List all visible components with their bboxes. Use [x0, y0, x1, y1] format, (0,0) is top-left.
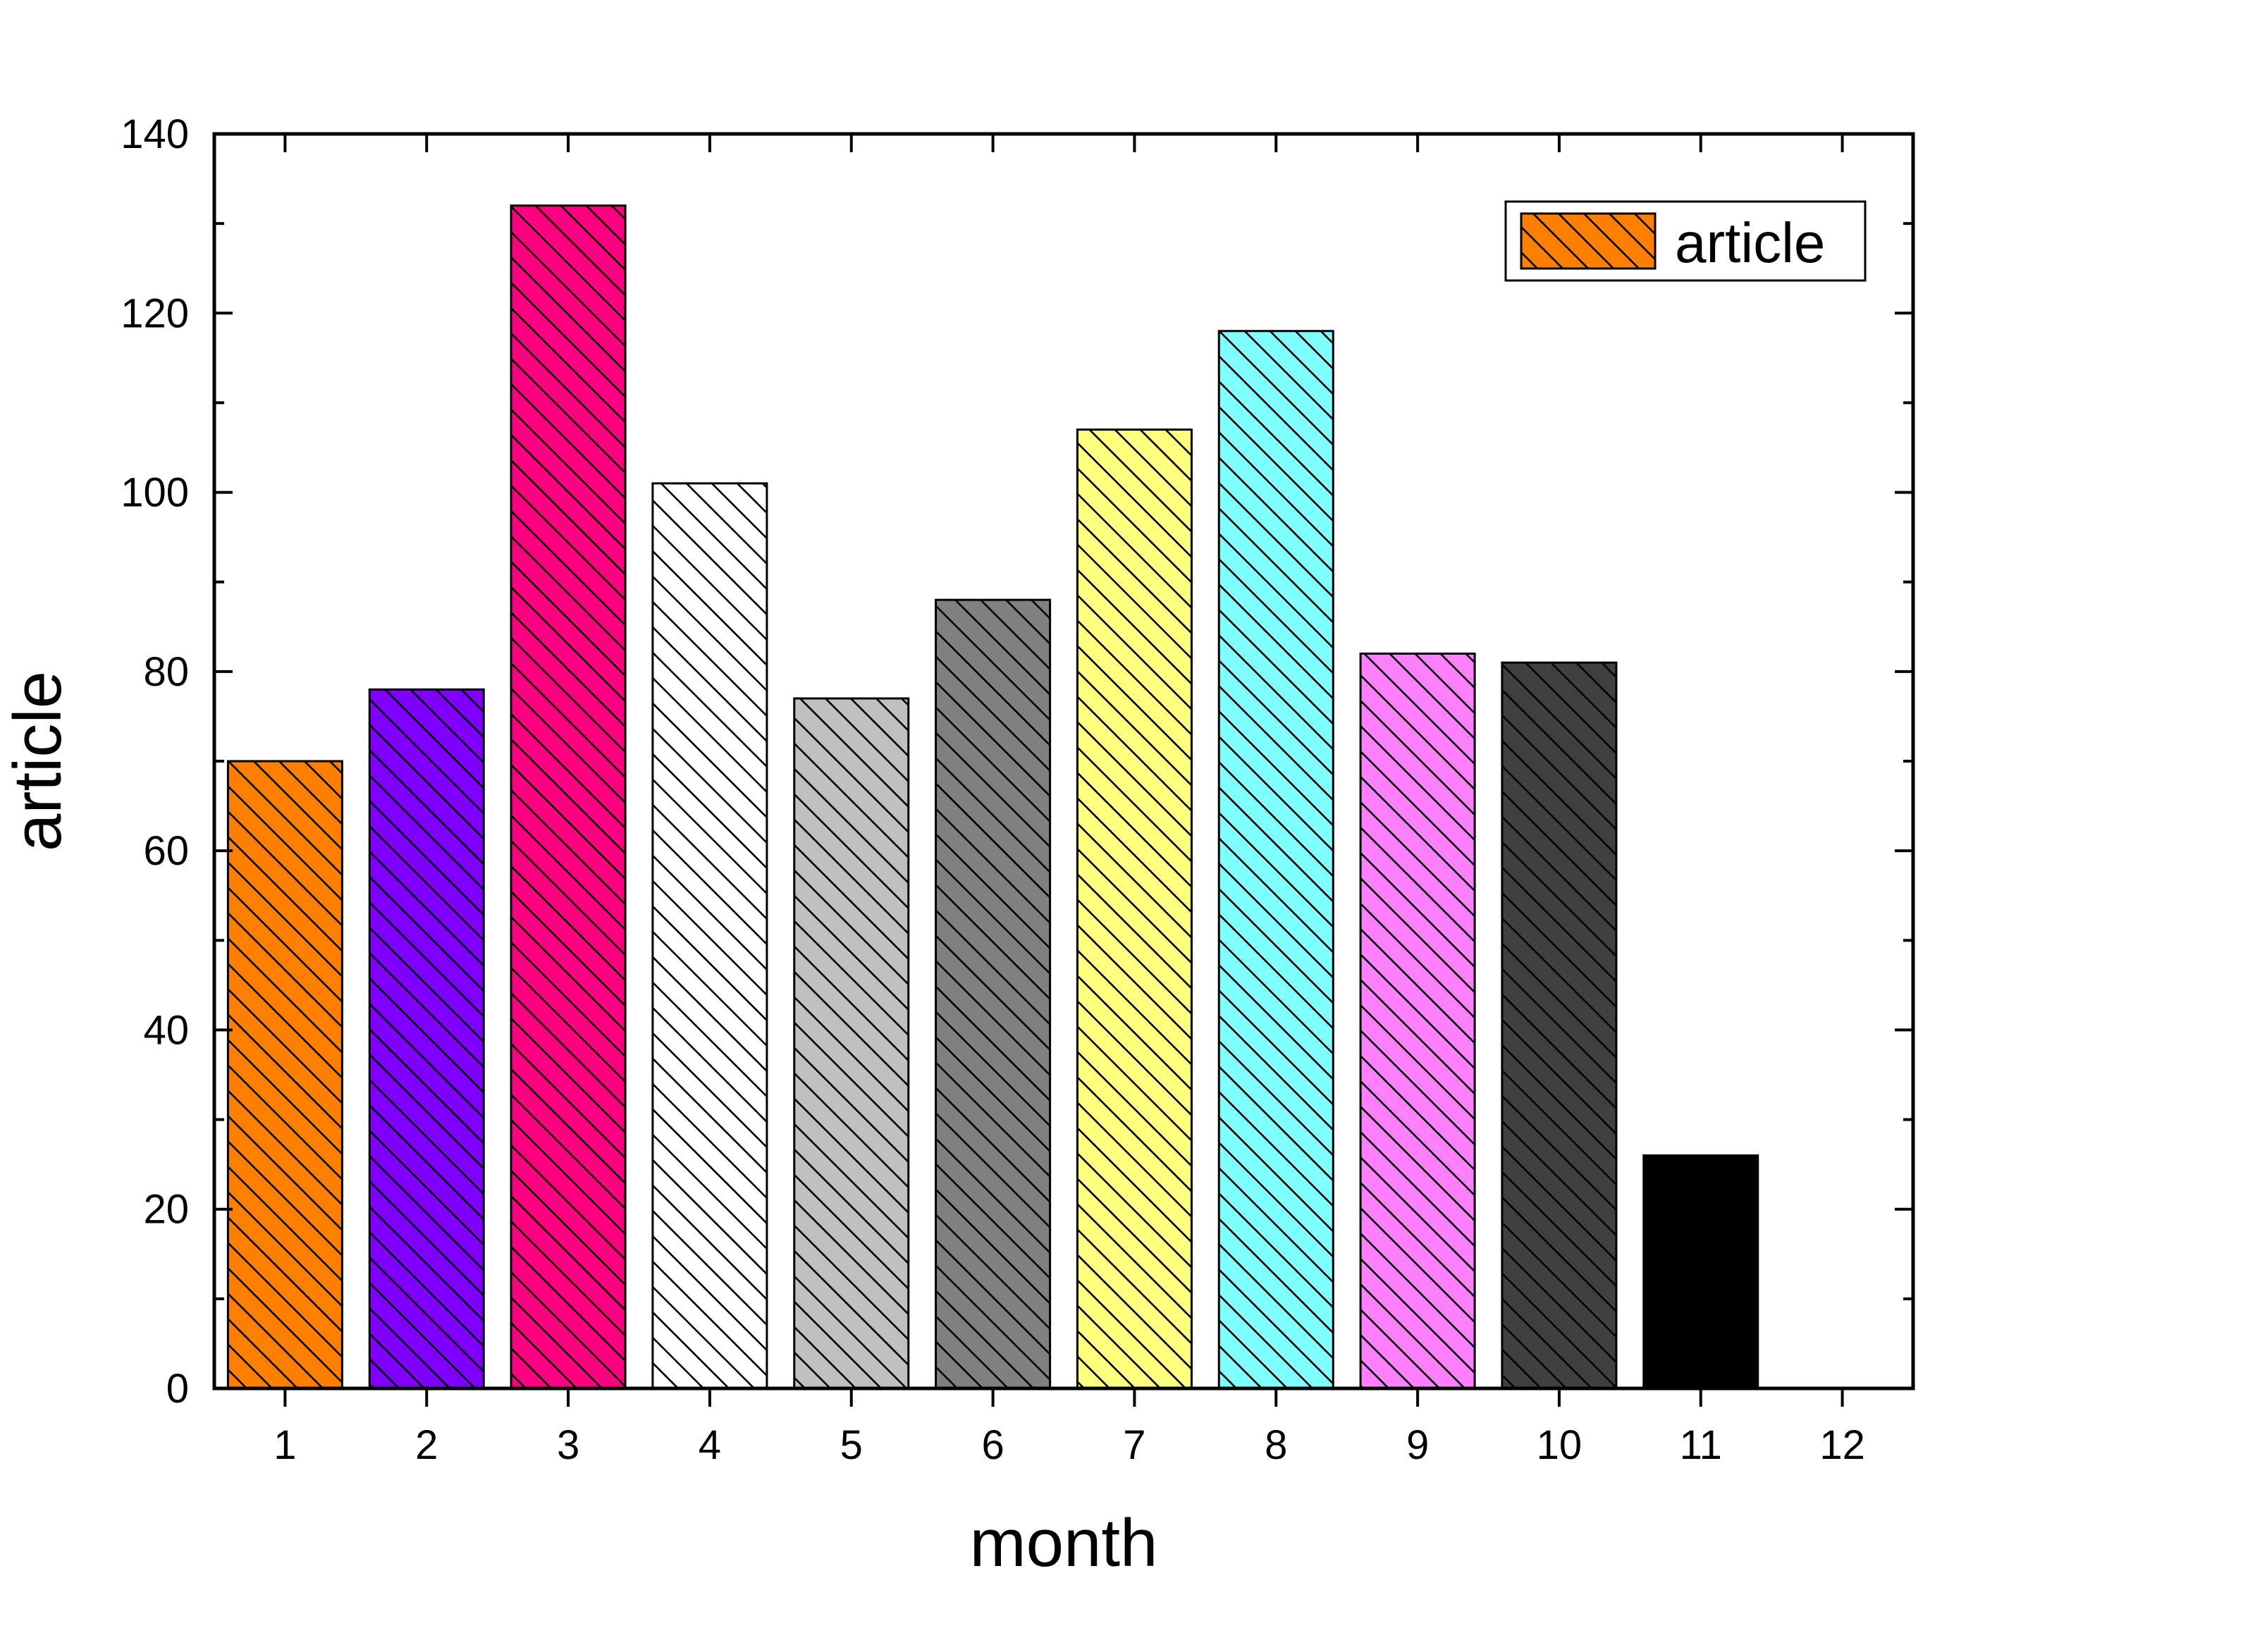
bar-hatch [1359, 652, 1476, 1390]
bar-month-9 [1359, 652, 1476, 1390]
bar-month-2 [368, 688, 485, 1390]
y-axis-title: article [0, 671, 75, 851]
legend: article [1504, 200, 1867, 282]
bar-hatch [1217, 330, 1334, 1390]
bar-hatch [510, 204, 627, 1390]
plot-frame [212, 132, 1915, 1391]
x-tick-label: 3 [557, 1422, 579, 1468]
y-tick-label: 100 [121, 470, 189, 516]
x-tick-label: 8 [1265, 1422, 1287, 1468]
y-tick-label: 140 [121, 111, 189, 157]
legend-swatch-hatch [1520, 212, 1657, 270]
bar-month-4 [651, 482, 768, 1390]
x-tick-label: 6 [981, 1422, 1004, 1468]
x-tick-label: 12 [1819, 1422, 1865, 1468]
bar-hatch [1501, 661, 1618, 1390]
y-tick-label: 0 [166, 1366, 189, 1412]
y-tick-labels: 0 20 40 60 80 100 120 140 [121, 111, 189, 1412]
x-tick-label: 9 [1406, 1422, 1429, 1468]
y-tick-label: 80 [143, 649, 189, 695]
bar-month-6 [935, 598, 1052, 1390]
bar-month-5 [793, 697, 910, 1390]
y-tick-label: 120 [121, 290, 189, 336]
legend-label: article [1675, 211, 1825, 274]
bar-month-3 [510, 204, 627, 1390]
x-tick-label: 7 [1123, 1422, 1145, 1468]
x-tick-label: 5 [840, 1422, 863, 1468]
bar-hatch [793, 697, 910, 1390]
bar-month-8 [1217, 330, 1334, 1390]
bar-hatch [651, 482, 768, 1390]
bar-month-7 [1076, 429, 1193, 1390]
x-tick-labels: 1 2 3 4 5 6 7 8 9 10 11 12 [274, 1422, 1865, 1468]
y-tick-label: 40 [143, 1007, 189, 1053]
bar-hatch [226, 760, 343, 1390]
x-tick-label: 2 [415, 1422, 438, 1468]
x-tick-label: 10 [1537, 1422, 1583, 1468]
x-tick-label: 4 [699, 1422, 721, 1468]
y-tick-label: 60 [143, 828, 189, 874]
y-tick-label: 20 [143, 1187, 189, 1233]
bar-hatch [1642, 1154, 1759, 1390]
x-axis-title: month [970, 1505, 1158, 1581]
bar-month-1 [226, 760, 343, 1390]
bar-hatch [368, 688, 485, 1390]
x-tick-label: 11 [1680, 1422, 1722, 1468]
bar-month-11 [1642, 1154, 1759, 1390]
x-tick-label: 1 [274, 1422, 296, 1468]
bar-hatch [1076, 429, 1193, 1390]
bars [226, 204, 1759, 1390]
bar-hatch [935, 598, 1052, 1390]
bar-month-10 [1501, 661, 1618, 1390]
